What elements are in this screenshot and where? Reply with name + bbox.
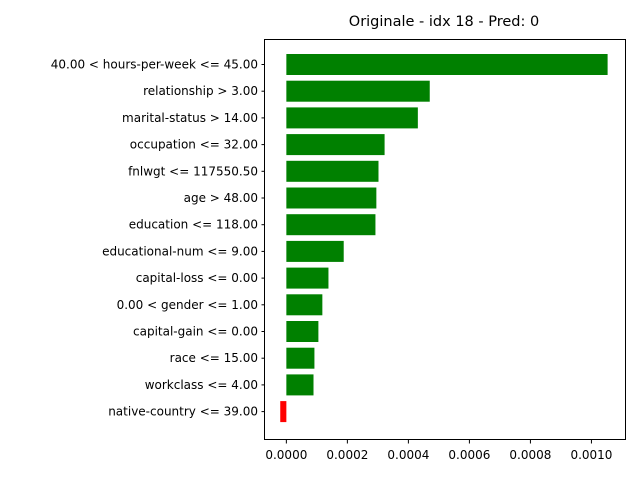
y-tick-label-10: capital-gain <= 0.00 (133, 325, 258, 339)
y-tick-labels: 40.00 < hours-per-week <= 45.00 relations… (51, 58, 265, 419)
y-tick-label-9: 0.00 < gender <= 1.00 (117, 298, 258, 312)
bar-13 (280, 401, 287, 423)
bar-11 (286, 347, 315, 369)
y-tick-label-8: capital-loss <= 0.00 (136, 271, 258, 285)
y-tick-label-3: occupation <= 32.00 (130, 138, 258, 152)
y-tick-label-12: workclass <= 4.00 (145, 378, 258, 392)
x-tick-label-4: 0.0008 (509, 448, 551, 462)
y-tick-label-2: marital-status > 14.00 (122, 111, 258, 125)
y-tick-label-5: age > 48.00 (184, 191, 258, 205)
bar-1 (286, 80, 430, 102)
x-tick-label-0: 0.0000 (265, 448, 307, 462)
bar-6 (286, 214, 376, 236)
chart-title: Originale - idx 18 - Pred: 0 (349, 14, 539, 30)
x-tick-label-2: 0.0004 (387, 448, 429, 462)
y-tick-label-13: native-country <= 39.00 (108, 405, 258, 419)
bar-3 (286, 134, 385, 156)
plot-frame (264, 39, 626, 440)
y-tick-label-6: education <= 118.00 (129, 218, 258, 232)
x-tick-label-5: 0.0010 (570, 448, 612, 462)
bar-8 (286, 267, 329, 289)
bar-7 (286, 240, 344, 262)
bar-4 (286, 160, 379, 182)
x-ticks: 0.0000 0.0002 0.0004 0.0006 0.0008 0.0010 (265, 440, 612, 462)
x-tick-label-1: 0.0002 (326, 448, 368, 462)
y-tick-label-11: race <= 15.00 (170, 351, 258, 365)
y-tick-label-1: relationship > 3.00 (143, 84, 258, 98)
bars-group (280, 54, 608, 423)
bar-5 (286, 187, 377, 209)
y-tick-label-4: fnlwgt <= 117550.50 (128, 164, 258, 178)
y-tick-label-7: educational-num <= 9.00 (102, 244, 258, 258)
bar-10 (286, 321, 319, 342)
bar-12 (286, 374, 314, 396)
x-tick-label-3: 0.0006 (448, 448, 490, 462)
bar-2 (286, 107, 418, 129)
bar-0 (286, 54, 608, 75)
y-tick-label-0: 40.00 < hours-per-week <= 45.00 (51, 58, 258, 72)
bar-9 (286, 294, 323, 316)
